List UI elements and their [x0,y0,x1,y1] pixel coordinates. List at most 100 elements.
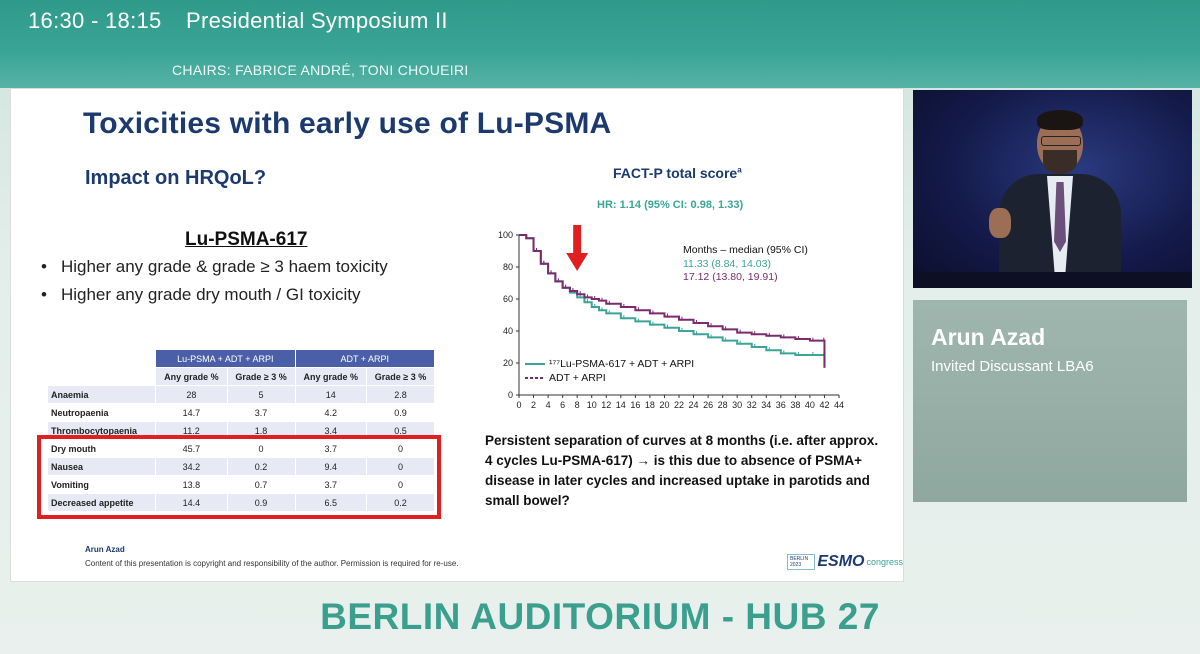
group-header: Lu-PSMA + ADT + ARPI [155,349,296,368]
row-label: Dry mouth [46,439,157,458]
presentation-slide: Toxicities with early use of Lu-PSMA Imp… [10,88,904,582]
series-median-2: 17.12 (13.80, 19.91) [683,271,778,283]
table-cell: 2.8 [366,385,435,404]
sub-header: Grade ≥ 3 % [366,367,435,386]
row-label: Anaemia [46,385,157,404]
presenter-name-panel: Arun Azad Invited Discussant LBA6 [913,300,1187,502]
table-cell: 0.9 [366,403,435,422]
x-tick-label: 34 [761,400,771,410]
table-cell: 9.4 [294,457,368,476]
x-tick-label: 18 [645,400,655,410]
sub-header: Grade ≥ 3 % [226,367,296,386]
footer-author: Arun Azad [85,545,125,554]
x-tick-label: 12 [601,400,611,410]
table-corner [46,367,157,386]
session-info: 16:30 - 18:15 Presidential Symposium II [28,8,448,34]
bullet-list: Higher any grade & grade ≥ 3 haem toxici… [41,257,388,313]
presenter-video [913,90,1192,288]
table-cell: 0 [366,457,435,476]
legend-header: Months – median (95% CI) [683,244,808,256]
table-cell: 3.7 [226,403,296,422]
sub-header: Any grade % [294,367,368,386]
annotation-arrow-shaft [573,225,582,253]
session-header: 16:30 - 18:15 Presidential Symposium II … [0,0,1200,88]
slide-subtitle: Impact on HRQoL? [85,167,267,189]
group-header: ADT + ARPI [294,349,436,368]
table-cell: 0.2 [226,457,296,476]
berlin-mark: BERLIN 2023 [787,554,816,570]
table-cell: 28 [155,385,228,404]
presenter-glasses [1041,136,1081,146]
presenter-beard [1043,150,1077,174]
legend-label-2: ADT + ARPI [549,372,606,384]
x-tick-label: 38 [790,400,800,410]
slide-title: Toxicities with early use of Lu-PSMA [83,107,612,140]
x-tick-label: 22 [674,400,684,410]
presenter-role: Invited Discussant LBA6 [931,358,1094,375]
x-tick-label: 4 [546,400,551,410]
table-corner [46,349,157,368]
table-cell: 0.2 [366,493,435,512]
x-tick-label: 20 [659,400,669,410]
x-tick-label: 32 [747,400,757,410]
esmo-wordmark: ESMO [817,553,865,570]
x-tick-label: 36 [776,400,786,410]
table-cell: 0.7 [226,475,296,494]
table-cell: 3.7 [294,439,368,458]
y-tick-label: 80 [503,262,513,272]
x-tick-label: 28 [718,400,728,410]
x-tick-label: 40 [805,400,815,410]
x-tick-label: 2 [531,400,536,410]
table-cell: 14.4 [155,493,228,512]
persistent-separation-text: Persistent separation of curves at 8 mon… [485,433,879,508]
row-label: Vomiting [46,475,157,494]
y-tick-label: 60 [503,294,513,304]
table-cell: 0.9 [226,493,296,512]
session-title: Presidential Symposium II [185,8,448,33]
table-row: Dry mouth 45.7 0 3.7 0 [46,439,435,458]
x-tick-label: 16 [630,400,640,410]
hazard-ratio: HR: 1.14 (95% CI: 0.98, 1.33) [597,199,744,211]
x-tick-label: 10 [587,400,597,410]
y-tick-label: 100 [498,230,513,240]
table-cell: 4.2 [294,403,368,422]
esmo-logo: BERLIN 2023 ESMO congress [787,551,903,573]
x-tick-label: 44 [834,400,844,410]
table-cell: 45.7 [155,439,228,458]
table-cell: 0 [366,475,435,494]
x-tick-label: 8 [575,400,580,410]
y-tick-label: 0 [508,390,513,400]
location-banner: BERLIN AUDITORIUM - HUB 27 [320,596,880,637]
row-label: Decreased appetite [46,493,157,512]
x-tick-label: 30 [732,400,742,410]
chart-title: FACT-P total scorea [613,165,742,181]
highlight-box [37,435,441,519]
x-tick-label: 42 [819,400,829,410]
presenter-hand [989,208,1011,238]
chart-title-superscript: a [737,165,742,175]
legend-label-1: ¹⁷⁷Lu-PSMA-617 + ADT + ARPI [549,358,694,370]
presenter-tie [1054,182,1066,252]
table-row: Anaemia 28 5 14 2.8 [46,385,435,404]
x-tick-label: 14 [616,400,626,410]
y-tick-label: 20 [503,358,513,368]
row-label: Neutropaenia [46,403,157,422]
table-cell: 13.8 [155,475,228,494]
table-row: Neutropaenia 14.7 3.7 4.2 0.9 [46,403,435,422]
bullet-item: Higher any grade dry mouth / GI toxicity [41,285,388,305]
table-row: Nausea 34.2 0.2 9.4 0 [46,457,435,476]
presenter-hair [1037,110,1083,130]
session-chairs: CHAIRS: FABRICE ANDRÉ, TONI CHOUEIRI [172,62,469,78]
table-cell: 6.5 [294,493,368,512]
congress-label: congress [866,557,903,567]
table-cell: 14 [294,385,368,404]
table-cell: 3.7 [294,475,368,494]
table-cell: 14.7 [155,403,228,422]
x-tick-label: 24 [689,400,699,410]
sub-header: Any grade % [155,367,228,386]
x-tick-label: 0 [516,400,521,410]
table-cell: 0 [366,439,435,458]
x-tick-label: 26 [703,400,713,410]
table-row: Decreased appetite 14.4 0.9 6.5 0.2 [46,493,435,512]
